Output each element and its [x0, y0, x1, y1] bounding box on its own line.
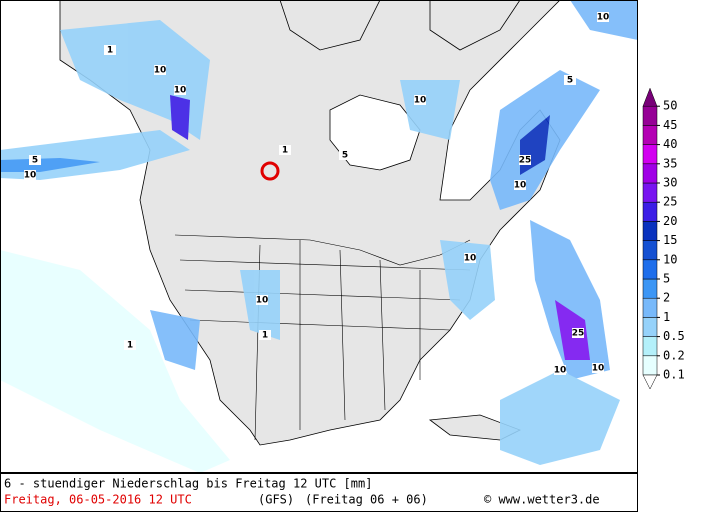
- legend-label: 20: [663, 214, 677, 228]
- contour-label-bg: [174, 85, 186, 95]
- contour-label-bg: [519, 155, 531, 165]
- legend-label: 45: [663, 118, 677, 132]
- legend-swatch: [642, 125, 658, 145]
- contour-label: 1: [282, 146, 288, 156]
- contour-label-bg: [597, 12, 609, 22]
- contour-label: 10: [514, 181, 527, 191]
- map-frame: [0, 0, 638, 473]
- contour-label-bg: [339, 150, 351, 160]
- precipitation: [0, 0, 638, 473]
- legend-swatch: [642, 201, 658, 222]
- contour-label: 10: [597, 13, 610, 23]
- contour-label: 10: [154, 66, 167, 76]
- contour-label: 25: [519, 156, 532, 166]
- legend-label: 25: [663, 195, 677, 209]
- valid-time: (Freitag 06 + 06): [305, 493, 428, 507]
- contour-label-bg: [464, 253, 476, 263]
- legend-label: 30: [663, 176, 677, 190]
- legend-label: 1: [663, 310, 670, 324]
- legend-swatch: [642, 336, 658, 357]
- contour-label: 5: [567, 76, 573, 86]
- model: (GFS): [258, 493, 294, 507]
- legend-label: 10: [663, 252, 677, 266]
- contour-label: 1: [262, 331, 268, 341]
- contour-label: 10: [174, 86, 187, 96]
- legend-swatch: [642, 182, 658, 203]
- legend-swatch: [642, 144, 658, 165]
- legend-label: 0.2: [663, 348, 685, 362]
- contour-label: 1: [107, 46, 113, 56]
- contour-label-bg: [124, 340, 136, 350]
- contour-label-bg: [256, 295, 268, 305]
- legend-swatch: [642, 259, 658, 280]
- legend-swatch: [642, 355, 658, 376]
- legend-swatch: [642, 278, 658, 299]
- legend-label: 2: [663, 291, 670, 305]
- location-marker: [260, 161, 280, 181]
- contour-label: 5: [32, 156, 38, 166]
- contour-label-bg: [279, 145, 291, 155]
- legend-label: 0.5: [663, 329, 685, 343]
- contour-label-bg: [154, 65, 166, 75]
- legend-swatch: [642, 163, 658, 184]
- contour-label: 10: [414, 96, 427, 106]
- contour-label-bg: [29, 155, 41, 165]
- legend-swatch: [642, 221, 658, 241]
- contour-label: 10: [464, 254, 477, 264]
- legend-swatch: [642, 240, 658, 261]
- contour-label-bg: [414, 95, 426, 105]
- contour-label: 10: [554, 366, 567, 376]
- legend-swatch: [642, 297, 658, 318]
- contour-label: 10: [256, 296, 269, 306]
- contour-label: 1: [127, 341, 133, 351]
- legend-label: 40: [663, 137, 677, 151]
- legend-label: 15: [663, 233, 677, 247]
- contour-label-bg: [24, 170, 36, 180]
- contour-label-bg: [259, 330, 271, 340]
- contour-label-bg: [104, 45, 116, 55]
- contour-label-bg: [592, 363, 604, 373]
- contour-label-bg: [572, 328, 584, 338]
- legend-label: 0.1: [663, 368, 685, 382]
- contour-label-bg: [564, 75, 576, 85]
- contour-label-bg: [554, 365, 566, 375]
- contour-label: 25: [572, 329, 585, 339]
- legend-swatch: [642, 317, 658, 337]
- legend-top-arrow: [642, 87, 658, 107]
- legend-bottom-arrow: [642, 374, 658, 390]
- run-date: Freitag, 06-05-2016 12 UTC: [4, 493, 192, 507]
- contour-label: 10: [24, 171, 37, 181]
- contour-label: 5: [342, 151, 348, 161]
- caption: 6 - stuendiger Niederschlag bis Freitag …: [4, 477, 372, 491]
- legend-label: 5: [663, 272, 670, 286]
- legend-label: 35: [663, 156, 677, 170]
- legend-swatch: [642, 105, 658, 126]
- credit: © www.wetter3.de: [484, 493, 600, 507]
- legend-label: 50: [663, 99, 677, 113]
- contour-label: 10: [592, 364, 605, 374]
- contour-label-bg: [514, 180, 526, 190]
- footer-frame: [0, 473, 638, 512]
